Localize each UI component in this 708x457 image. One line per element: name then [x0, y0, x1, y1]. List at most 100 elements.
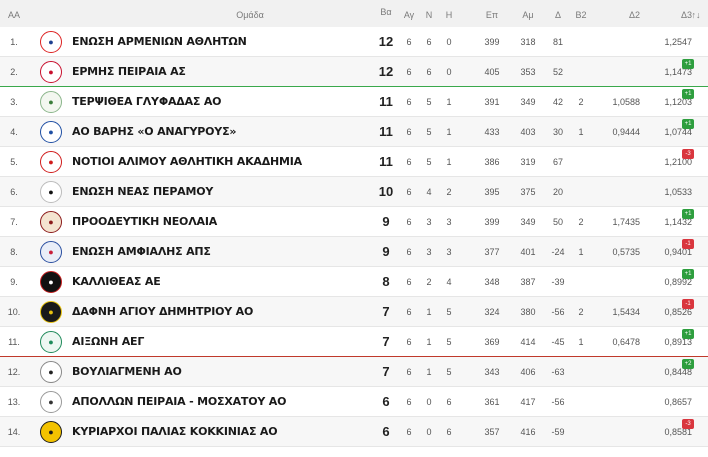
row-diff: 20 [552, 187, 563, 197]
table-row[interactable]: 2. ● ΕΡΜΗΣ ΠΕΙΡΑΙΑ ΑΣ 12 6 6 0 405 353 5… [0, 57, 708, 87]
row-diff: 30 [552, 127, 563, 137]
row-losses: 3 [446, 247, 452, 257]
row-played: 6 [406, 427, 412, 437]
team-name[interactable]: ΕΝΩΣΗ ΑΜΦΙΑΛΗΣ ΑΠΣ [72, 245, 211, 258]
row-points-against: 417 [520, 397, 536, 407]
movement-badge: +1 [682, 59, 694, 69]
row-d3: 0,9401 [664, 247, 692, 257]
team-name[interactable]: ΝΟΤΙΟΙ ΑΛΙΜΟΥ ΑΘΛΗΤΙΚΗ ΑΚΑΔΗΜΙΑ [72, 155, 302, 168]
team-name[interactable]: ΕΝΩΣΗ ΑΡΜΕΝΙΩΝ ΑΘΛΗΤΩΝ [72, 35, 247, 48]
table-row[interactable]: 12. ● ΒΟΥΛΙΑΓΜΕΝΗ ΑΟ 7 6 1 5 343 406 -63… [0, 357, 708, 387]
row-diff: -24 [551, 247, 565, 257]
table-row[interactable]: 5. ● ΝΟΤΙΟΙ ΑΛΙΜΟΥ ΑΘΛΗΤΙΚΗ ΑΚΑΔΗΜΙΑ 11 … [0, 147, 708, 177]
team-name[interactable]: ΤΕΡΨΙΘΕΑ ΓΛΥΦΑΔΑΣ ΑΟ [72, 95, 222, 108]
crest-mark: ● [48, 127, 54, 137]
club-crest-icon: ● [40, 181, 62, 203]
header-wins: Ν [425, 10, 433, 20]
table-row[interactable]: 14. ● ΚΥΡΙΑΡΧΟΙ ΠΑΛΙΑΣ ΚΟΚΚΙΝΙΑΣ ΑΟ 6 6 … [0, 417, 708, 447]
crest-mark: ● [48, 67, 54, 77]
table-row[interactable]: 3. ● ΤΕΡΨΙΘΕΑ ΓΛΥΦΑΔΑΣ ΑΟ 11 6 5 1 391 3… [0, 87, 708, 117]
row-diff: -39 [551, 277, 565, 287]
row-played: 6 [406, 397, 412, 407]
row-d3: 0,8992 [664, 277, 692, 287]
table-row[interactable]: 9. ● ΚΑΛΛΙΘΕΑΣ ΑΕ 8 6 2 4 348 387 -39 0,… [0, 267, 708, 297]
row-d2: 1,5434 [612, 307, 640, 317]
table-row[interactable]: 13. ● ΑΠΟΛΛΩΝ ΠΕΙΡΑΙΑ - ΜΟΣΧΑΤΟΥ ΑΟ 6 6 … [0, 387, 708, 417]
team-name[interactable]: ΑΠΟΛΛΩΝ ΠΕΙΡΑΙΑ - ΜΟΣΧΑΤΟΥ ΑΟ [72, 395, 287, 408]
team-name[interactable]: ΚΑΛΛΙΘΕΑΣ ΑΕ [72, 275, 161, 288]
movement-badge: -3 [682, 149, 694, 159]
row-wins: 3 [426, 217, 432, 227]
row-position: 5. [10, 157, 18, 167]
table-row[interactable]: 8. ● ΕΝΩΣΗ ΑΜΦΙΑΛΗΣ ΑΠΣ 9 6 3 3 377 401 … [0, 237, 708, 267]
team-name[interactable]: ΕΡΜΗΣ ΠΕΙΡΑΙΑ ΑΣ [72, 65, 186, 78]
table-row[interactable]: 6. ● ΕΝΩΣΗ ΝΕΑΣ ΠΕΡΑΜΟΥ 10 6 4 2 395 375… [0, 177, 708, 207]
movement-badge: +1 [682, 269, 694, 279]
header-d2: Δ2 [628, 10, 640, 20]
club-crest-icon: ● [40, 91, 62, 113]
team-name[interactable]: ΒΟΥΛΙΑΓΜΕΝΗ ΑΟ [72, 365, 182, 378]
row-b2: 1 [578, 127, 584, 137]
row-diff: 52 [552, 67, 563, 77]
table-row[interactable]: 10. ● ΔΑΦΝΗ ΑΓΙΟΥ ΔΗΜΗΤΡΙΟΥ ΑΟ 7 6 1 5 3… [0, 297, 708, 327]
club-crest-icon: ● [40, 211, 62, 233]
row-b2: 2 [578, 217, 584, 227]
row-points-against: 319 [520, 157, 536, 167]
row-points-against: 414 [520, 337, 536, 347]
crest-mark: ● [48, 37, 54, 47]
club-crest-icon: ● [40, 301, 62, 323]
movement-badge: +1 [682, 89, 694, 99]
row-points-for: 399 [484, 37, 500, 47]
table-row[interactable]: 4. ● ΑΟ ΒΑΡΗΣ «Ο ΑΝΑΓΥΡΟΥΣ» 11 6 5 1 433… [0, 117, 708, 147]
row-played: 6 [406, 367, 412, 377]
row-losses: 1 [446, 127, 452, 137]
row-wins: 3 [426, 247, 432, 257]
table-row[interactable]: 7. ● ΠΡΟΟΔΕΥΤΙΚΗ ΝΕΟΛΑΙΑ 9 6 3 3 399 349… [0, 207, 708, 237]
row-position: 7. [10, 217, 18, 227]
row-points-for: 343 [484, 367, 500, 377]
row-points-for: 357 [484, 427, 500, 437]
row-points-against: 380 [520, 307, 536, 317]
row-d3: 1,1432 [664, 217, 692, 227]
row-diff: 67 [552, 157, 563, 167]
crest-mark: ● [48, 247, 54, 257]
row-position: 4. [10, 127, 18, 137]
header-points-against: Αμ [522, 10, 534, 20]
row-losses: 6 [446, 427, 452, 437]
header-points-for: Επ [485, 10, 499, 20]
team-name[interactable]: ΔΑΦΝΗ ΑΓΙΟΥ ΔΗΜΗΤΡΙΟΥ ΑΟ [72, 305, 254, 318]
table-row[interactable]: 1. ● ΕΝΩΣΗ ΑΡΜΕΝΙΩΝ ΑΘΛΗΤΩΝ 12 6 6 0 399… [0, 27, 708, 57]
club-crest-icon: ● [40, 391, 62, 413]
team-name[interactable]: ΑΟ ΒΑΡΗΣ «Ο ΑΝΑΓΥΡΟΥΣ» [72, 125, 237, 138]
row-d2: 0,5735 [612, 247, 640, 257]
row-points: 8 [382, 274, 390, 289]
header-movement: ↑↓ [691, 10, 701, 20]
row-played: 6 [406, 37, 412, 47]
team-name[interactable]: ΚΥΡΙΑΡΧΟΙ ΠΑΛΙΑΣ ΚΟΚΚΙΝΙΑΣ ΑΟ [72, 425, 278, 438]
row-losses: 4 [446, 277, 452, 287]
team-name[interactable]: ΠΡΟΟΔΕΥΤΙΚΗ ΝΕΟΛΑΙΑ [72, 215, 218, 228]
row-diff: 42 [552, 97, 563, 107]
row-points-against: 416 [520, 427, 536, 437]
row-played: 6 [406, 277, 412, 287]
header-team: Ομάδα [236, 10, 264, 20]
movement-badge: +1 [682, 209, 694, 219]
row-b2: 2 [578, 307, 584, 317]
row-d2: 1,0588 [612, 97, 640, 107]
row-points: 7 [382, 334, 390, 349]
crest-mark: ● [48, 277, 54, 287]
row-points-for: 405 [484, 67, 500, 77]
team-name[interactable]: ΑΙΞΩΝΗ ΑΕΓ [72, 335, 145, 348]
table-row[interactable]: 11. ● ΑΙΞΩΝΗ ΑΕΓ 7 6 1 5 369 414 -45 1 0… [0, 327, 708, 357]
row-position: 10. [7, 307, 21, 317]
row-losses: 0 [446, 67, 452, 77]
row-d3: 0,8448 [664, 367, 692, 377]
row-wins: 0 [426, 427, 432, 437]
row-d3: 1,2547 [664, 37, 692, 47]
row-diff: -59 [551, 427, 565, 437]
row-points-for: 395 [484, 187, 500, 197]
team-name[interactable]: ΕΝΩΣΗ ΝΕΑΣ ΠΕΡΑΜΟΥ [72, 185, 214, 198]
row-d2: 0,9444 [612, 127, 640, 137]
row-points: 11 [379, 124, 393, 139]
row-wins: 5 [426, 97, 432, 107]
